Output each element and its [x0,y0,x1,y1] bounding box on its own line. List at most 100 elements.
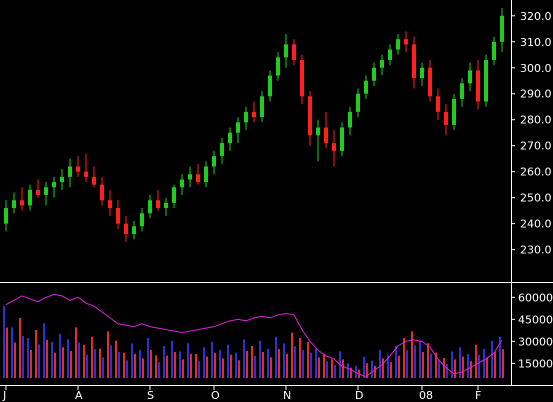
candle-body [92,176,96,185]
volume-bar [259,340,261,378]
candle-body [108,200,112,209]
volume-bar [462,356,464,378]
candle-body [340,127,344,151]
volume-bar [379,350,381,378]
volume-bar [427,343,429,378]
candle-body [436,96,440,112]
candle-body [4,208,8,224]
volume-bar [454,359,456,378]
indicator-axis: 60000 45000 30000 15000 [511,291,553,370]
volume-bar [251,346,253,378]
volume-bar [270,357,272,378]
volume-bar [331,359,333,378]
candle-body [348,111,352,128]
candles [4,8,504,242]
candle-body [52,182,56,188]
candle-body [284,44,288,58]
volume-bar [275,336,277,378]
volume-bar [19,318,21,378]
volume-bar [299,338,301,378]
volume-bar [347,363,349,378]
candle-body [308,96,312,136]
indicator-tick-label: 45000 [518,313,553,326]
candle-body [300,59,304,97]
volume-bar [230,354,232,378]
volume-bar [75,327,77,378]
volume-bar [67,339,69,378]
volume-bar [254,355,256,378]
volume-bar [414,345,416,378]
volume-bar [363,356,365,378]
volume-bar [142,358,144,378]
indicator-panel: 60000 45000 30000 15000 [3,291,553,378]
volume-bar [278,349,280,378]
volume-bar [323,354,325,378]
volume-bar [246,350,248,378]
candle-body [404,39,408,45]
volume-bar [326,361,328,378]
y-tick-label: 280.0 [520,114,552,127]
volume-bar [91,336,93,378]
volume-bar [54,352,56,378]
indicator-line [5,293,503,378]
volume-bar [86,354,88,378]
volume-bar [131,343,133,378]
volume-bar [6,327,8,378]
volume-bar [486,357,488,378]
candle-body [468,70,472,84]
volume-bar [267,348,269,378]
volume-bar [366,363,368,378]
volume-bar [78,342,80,378]
volume-bar [203,347,205,378]
volume-bar [222,358,224,378]
candle-body [188,174,192,180]
y-tick-label: 270.0 [520,140,552,153]
volume-bar [491,340,493,378]
volume-bar [22,336,24,378]
candle-body [412,44,416,79]
candle-body [420,67,424,79]
volume-bars [3,306,504,378]
volume-bar [110,345,112,378]
volume-bar [499,336,501,378]
candle-body [220,143,224,157]
y-tick-label: 250.0 [520,192,552,205]
volume-bar [163,346,165,378]
volume-bar [227,344,229,378]
volume-bar [371,360,373,378]
candle-body [236,122,240,133]
candle-body [140,213,144,227]
volume-bar [3,306,5,378]
volume-bar [206,356,208,378]
x-tick-label: D [355,389,363,402]
volume-bar [243,339,245,378]
volume-bar [467,354,469,378]
volume-bar [403,338,405,378]
volume-bar [438,360,440,378]
indicator-tick-label: 60000 [518,291,553,304]
volume-bar [198,361,200,378]
candle-body [20,200,24,206]
volume-bar [483,348,485,378]
volume-bar [419,340,421,378]
candle-body [196,174,200,183]
candle-body [452,98,456,125]
volume-bar [59,334,61,378]
volume-bar [342,359,344,378]
volume-bar [14,342,16,378]
volume-bar [171,340,173,378]
x-tick-label: N [283,389,291,402]
volume-bar [134,353,136,378]
volume-bar [30,350,32,378]
volume-bar [307,342,309,378]
candle-body [428,67,432,97]
volume-bar [235,352,237,378]
candle-body [204,166,208,183]
volume-bar [286,353,288,378]
candle-body [148,200,152,214]
candle-body [172,187,176,203]
volume-bar [219,350,221,378]
volume-bar [262,351,264,378]
volume-bar [318,357,320,378]
candle-body [484,59,488,102]
